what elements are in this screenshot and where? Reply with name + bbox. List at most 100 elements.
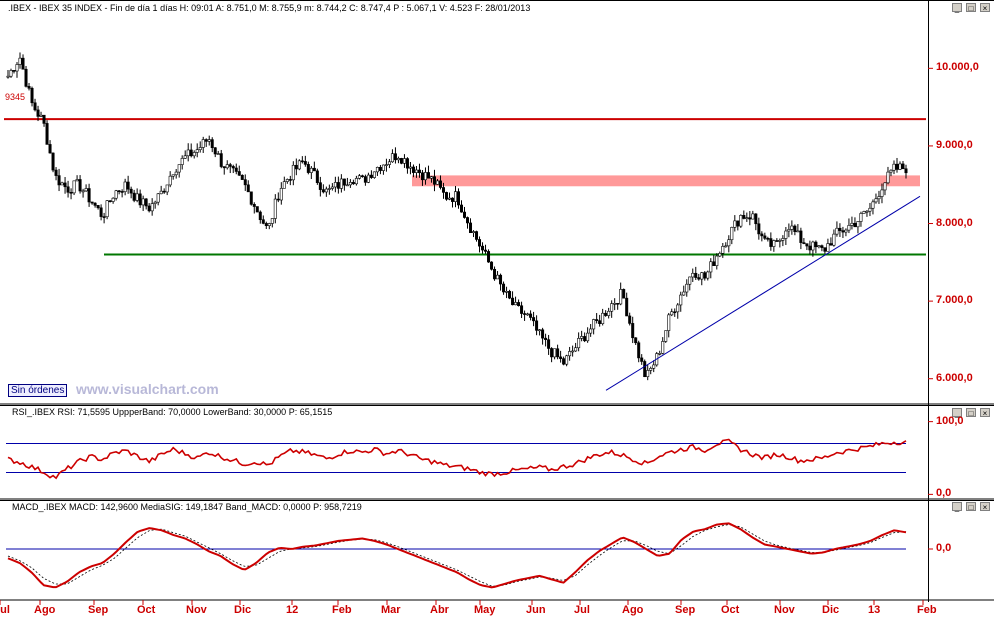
candle-body xyxy=(772,240,776,247)
candle-body xyxy=(129,188,133,194)
candle-body xyxy=(484,249,488,252)
candle-body xyxy=(288,179,292,181)
price-maximize-button[interactable]: □ xyxy=(966,3,976,13)
candle-body xyxy=(676,304,680,313)
candle-body xyxy=(874,198,878,203)
candle-body xyxy=(694,272,698,278)
candle-body xyxy=(802,242,806,244)
price-minimize-button[interactable]: _ xyxy=(952,3,962,13)
candle-body xyxy=(811,241,815,251)
candle-body xyxy=(363,176,367,183)
price-header: .IBEX - IBEX 35 INDEX - Fin de día 1 día… xyxy=(8,3,531,13)
candle-body xyxy=(393,153,397,161)
candle-body xyxy=(147,205,151,212)
candle-body xyxy=(700,272,704,280)
candle-body xyxy=(796,230,800,233)
candle-body xyxy=(102,216,106,218)
candle-body xyxy=(598,320,602,324)
candle-body xyxy=(405,158,409,169)
candle-body xyxy=(793,225,797,232)
candle-body xyxy=(348,182,352,186)
rsi-close-button[interactable]: × xyxy=(980,408,990,418)
candle-body xyxy=(327,188,331,190)
candle-body xyxy=(417,169,421,174)
candle-body xyxy=(670,311,674,316)
candle-body xyxy=(408,166,412,169)
candle-body xyxy=(171,174,175,177)
candle-body xyxy=(246,184,250,193)
price-panel xyxy=(4,52,926,391)
candle-body xyxy=(511,297,515,306)
candle-body xyxy=(715,255,719,266)
candle-body xyxy=(234,167,238,172)
candle-body xyxy=(60,182,64,186)
candle-body xyxy=(508,291,512,299)
x-tick-label: Sep xyxy=(88,604,109,616)
candle-body xyxy=(841,230,845,233)
candle-body xyxy=(252,204,256,207)
candle-body xyxy=(135,193,139,201)
macd-maximize-button[interactable]: □ xyxy=(966,502,976,512)
candle-body xyxy=(318,182,322,190)
rsi-maximize-button[interactable]: □ xyxy=(966,408,976,418)
candle-body xyxy=(640,357,644,362)
panel-frames xyxy=(0,0,994,605)
candle-body xyxy=(453,191,457,202)
orders-status[interactable]: Sin órdenes xyxy=(8,384,68,397)
candle-body xyxy=(490,261,494,270)
candle-body xyxy=(634,337,638,344)
candle-body xyxy=(631,323,635,339)
candle-body xyxy=(123,181,127,192)
candle-body xyxy=(27,86,31,89)
candle-body xyxy=(844,229,848,233)
candle-body xyxy=(787,229,791,232)
candle-body xyxy=(892,163,896,171)
candle-body xyxy=(586,332,590,342)
candle-body xyxy=(760,233,764,237)
candle-body xyxy=(258,211,262,221)
candle-body xyxy=(658,353,662,355)
candle-body xyxy=(709,261,713,273)
price-y-tick-label: 10.000,0 xyxy=(936,61,979,74)
candle-body xyxy=(264,223,268,227)
candle-body xyxy=(526,313,530,316)
macd-minimize-button[interactable]: _ xyxy=(952,502,962,512)
candle-body xyxy=(520,305,524,314)
candle-body xyxy=(6,75,10,78)
candle-body xyxy=(285,179,289,182)
candle-body xyxy=(396,158,400,161)
price-close-button[interactable]: × xyxy=(980,3,990,13)
candle-body xyxy=(378,166,382,171)
candle-body xyxy=(808,245,812,251)
candle-body xyxy=(429,176,433,179)
x-tick-label: Mar xyxy=(381,604,401,616)
candle-body xyxy=(538,329,542,332)
candle-body xyxy=(556,348,560,358)
candle-body xyxy=(826,243,830,252)
rsi-y-tick-label: 100,0 xyxy=(936,414,964,427)
candle-body xyxy=(183,155,187,159)
candle-body xyxy=(138,193,142,206)
macd-close-button[interactable]: × xyxy=(980,502,990,512)
rsi-minimize-button[interactable]: _ xyxy=(952,408,962,418)
candle-body xyxy=(559,356,563,359)
candle-body xyxy=(667,314,671,331)
candle-body xyxy=(351,182,355,185)
candle-body xyxy=(204,139,208,142)
x-tick-label: Jun xyxy=(526,604,546,616)
candle-body xyxy=(117,190,121,193)
candle-body xyxy=(505,291,509,293)
x-tick-label: Oct xyxy=(721,604,740,616)
candle-body xyxy=(862,211,866,214)
x-tick-label: Nov xyxy=(774,604,795,616)
candle-body xyxy=(742,215,746,219)
macd-signal-line xyxy=(7,524,907,587)
candle-body xyxy=(901,163,905,170)
candle-body xyxy=(904,168,908,174)
candle-body xyxy=(270,218,274,224)
candle-body xyxy=(502,283,506,293)
candle-body xyxy=(69,191,73,194)
candle-body xyxy=(886,171,890,184)
candle-body xyxy=(291,164,295,181)
